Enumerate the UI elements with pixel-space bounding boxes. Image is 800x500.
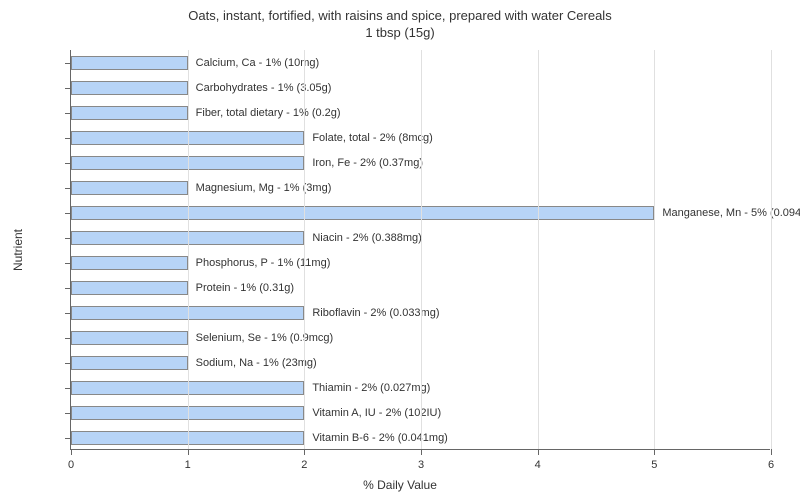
x-tick-label: 5 [651, 459, 657, 471]
nutrient-bar-label: Thiamin - 2% (0.027mg) [312, 381, 430, 395]
nutrient-bar-label: Fiber, total dietary - 1% (0.2g) [196, 106, 341, 120]
x-tick-label: 6 [768, 459, 774, 471]
nutrient-bar [71, 256, 188, 270]
x-tick [771, 449, 772, 455]
y-tick [65, 313, 71, 314]
nutrient-bar-label: Protein - 1% (0.31g) [196, 281, 294, 295]
gridline [538, 50, 539, 449]
gridline [304, 50, 305, 449]
x-tick [188, 449, 189, 455]
chart-title: Oats, instant, fortified, with raisins a… [0, 0, 800, 42]
gridline [188, 50, 189, 449]
gridline [654, 50, 655, 449]
nutrient-bar-label: Calcium, Ca - 1% (10mg) [196, 56, 319, 70]
x-tick-label: 0 [68, 459, 74, 471]
nutrient-bar [71, 56, 188, 70]
y-tick [65, 388, 71, 389]
nutrient-bar-label: Carbohydrates - 1% (3.05g) [196, 81, 332, 95]
y-tick [65, 238, 71, 239]
y-tick [65, 438, 71, 439]
nutrient-bar [71, 356, 188, 370]
x-axis-label: % Daily Value [363, 478, 437, 492]
y-tick [65, 188, 71, 189]
y-tick [65, 363, 71, 364]
nutrient-bar [71, 106, 188, 120]
y-tick [65, 88, 71, 89]
plot-area: Calcium, Ca - 1% (10mg) Carbohydrates - 1… [70, 50, 770, 450]
x-tick [71, 449, 72, 455]
gridline [771, 50, 772, 449]
nutrient-bar-label: Selenium, Se - 1% (0.9mcg) [196, 331, 334, 345]
nutrient-bar-label: Manganese, Mn - 5% (0.094mg) [662, 206, 800, 220]
nutrient-bar-label: Vitamin B-6 - 2% (0.041mg) [312, 431, 448, 445]
nutrient-bar-label: Niacin - 2% (0.388mg) [312, 231, 421, 245]
y-tick [65, 163, 71, 164]
nutrient-bar [71, 81, 188, 95]
y-tick [65, 138, 71, 139]
y-tick [65, 213, 71, 214]
x-tick [421, 449, 422, 455]
nutrient-bar-label: Magnesium, Mg - 1% (3mg) [196, 181, 332, 195]
nutrient-bar-label: Sodium, Na - 1% (23mg) [196, 356, 317, 370]
y-tick [65, 63, 71, 64]
y-axis-label: Nutrient [11, 229, 25, 271]
nutrient-chart: Oats, instant, fortified, with raisins a… [0, 0, 800, 500]
nutrient-bar [71, 206, 654, 220]
x-tick [538, 449, 539, 455]
nutrient-bar-label: Iron, Fe - 2% (0.37mg) [312, 156, 423, 170]
x-tick-label: 1 [185, 459, 191, 471]
nutrient-bar [71, 281, 188, 295]
y-tick [65, 263, 71, 264]
x-tick [304, 449, 305, 455]
chart-title-line2: 1 tbsp (15g) [365, 25, 434, 40]
x-tick-label: 3 [418, 459, 424, 471]
nutrient-bar-label: Phosphorus, P - 1% (11mg) [196, 256, 331, 270]
gridline [421, 50, 422, 449]
x-tick-label: 2 [301, 459, 307, 471]
nutrient-bar [71, 181, 188, 195]
chart-title-line1: Oats, instant, fortified, with raisins a… [188, 8, 611, 23]
x-tick [654, 449, 655, 455]
y-tick [65, 338, 71, 339]
y-tick [65, 413, 71, 414]
x-tick-label: 4 [535, 459, 541, 471]
y-tick [65, 113, 71, 114]
nutrient-bar-label: Folate, total - 2% (8mcg) [312, 131, 432, 145]
nutrient-bar [71, 331, 188, 345]
y-tick [65, 288, 71, 289]
